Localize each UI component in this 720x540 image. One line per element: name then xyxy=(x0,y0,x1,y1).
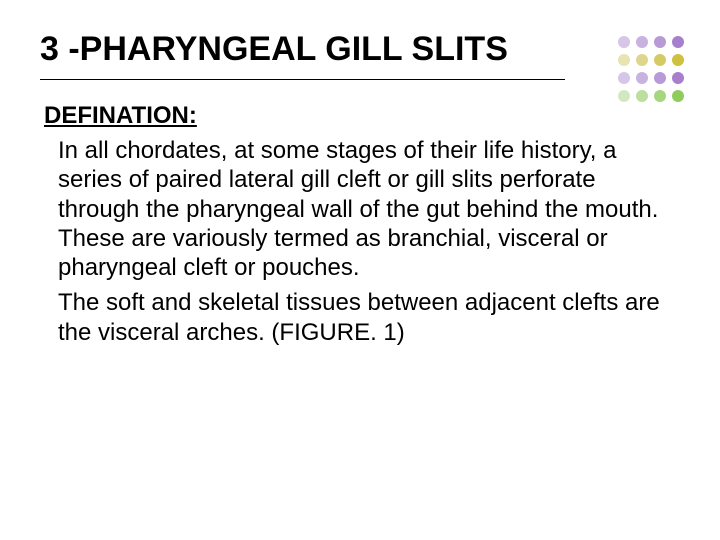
decor-dot xyxy=(636,54,648,66)
decor-dot xyxy=(654,54,666,66)
body-paragraph: The soft and skeletal tissues between ad… xyxy=(44,288,680,347)
decor-dot xyxy=(654,72,666,84)
slide-title: 3 -PHARYNGEAL GILL SLITS xyxy=(40,30,680,69)
slide: 3 -PHARYNGEAL GILL SLITS DEFINATION: In … xyxy=(0,0,720,540)
decor-dot xyxy=(636,72,648,84)
decor-dot xyxy=(636,90,648,102)
title-underline xyxy=(40,79,565,80)
decor-dot xyxy=(618,72,630,84)
decor-dot xyxy=(672,54,684,66)
decor-dot xyxy=(636,36,648,48)
corner-dot-grid-icon xyxy=(618,36,686,104)
body-block: DEFINATION: In all chordates, at some st… xyxy=(40,102,680,347)
body-paragraph: In all chordates, at some stages of thei… xyxy=(44,136,680,282)
decor-dot xyxy=(618,90,630,102)
decor-dot xyxy=(672,90,684,102)
title-block: 3 -PHARYNGEAL GILL SLITS xyxy=(40,30,680,80)
decor-dot xyxy=(672,72,684,84)
decor-dot xyxy=(618,36,630,48)
decor-dot xyxy=(618,54,630,66)
decor-dot xyxy=(654,36,666,48)
definition-subheading: DEFINATION: xyxy=(44,102,680,130)
decor-dot xyxy=(672,36,684,48)
decor-dot xyxy=(654,90,666,102)
